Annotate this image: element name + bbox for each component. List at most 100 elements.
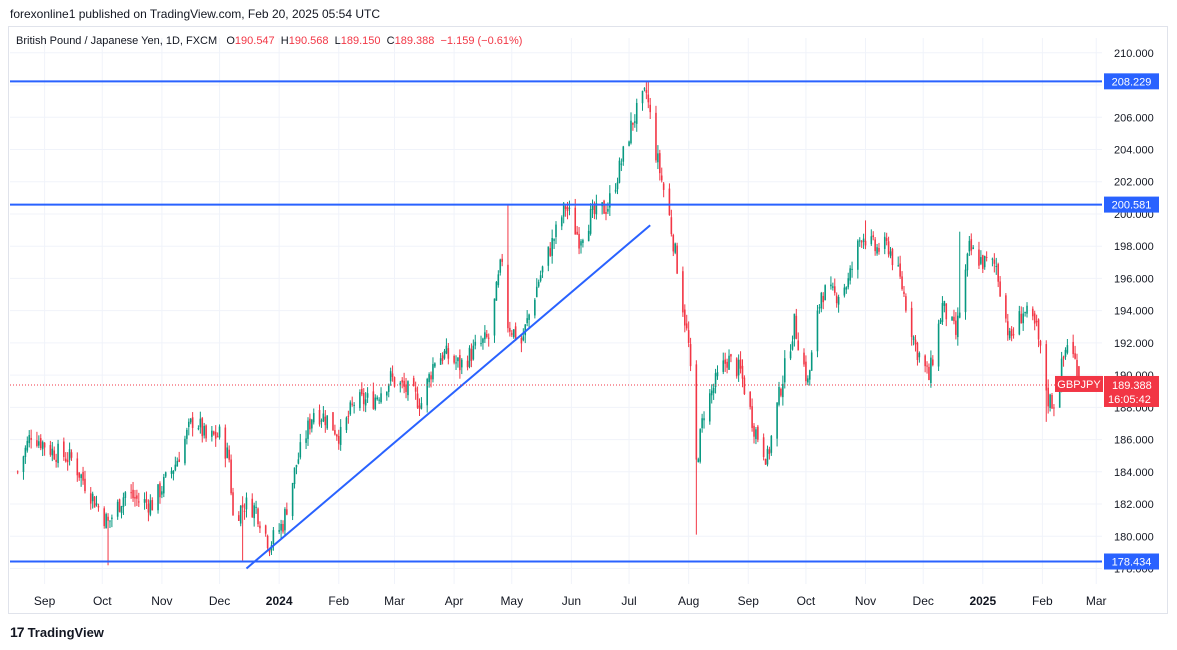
candle [149, 494, 152, 517]
candle-body [426, 378, 428, 406]
candle-body [28, 435, 31, 444]
candle [676, 242, 678, 275]
candle-body [589, 209, 592, 234]
candle [332, 412, 334, 431]
candle-body [66, 459, 69, 463]
candle-body [161, 491, 163, 495]
candle-body [1045, 344, 1048, 391]
candle-body [441, 355, 444, 361]
candle-body [549, 248, 552, 256]
candle [793, 313, 796, 347]
candle-body [645, 89, 648, 93]
candle-body [818, 307, 821, 309]
candle [297, 452, 300, 465]
candle-body [136, 495, 138, 499]
candle-body [762, 437, 765, 457]
candle-body [793, 313, 796, 340]
candle-body [1035, 321, 1038, 323]
candle-body [134, 496, 136, 499]
candle-body [420, 403, 423, 409]
time-tick-label: 2024 [266, 594, 293, 608]
candle [837, 294, 840, 313]
candle-body [374, 397, 377, 410]
candle-body [332, 412, 334, 431]
time-tick-label: Mar [384, 594, 405, 608]
candle-body [660, 175, 663, 181]
candle-body [858, 240, 861, 242]
candle [130, 484, 132, 499]
candle [226, 442, 229, 459]
candle [945, 303, 948, 327]
candle [401, 377, 403, 389]
candle [1026, 302, 1028, 318]
candle-body [701, 418, 703, 429]
candle [526, 310, 528, 327]
candle [280, 519, 282, 539]
candle-body [618, 160, 621, 183]
candle [441, 352, 444, 365]
candle-body [1058, 384, 1061, 408]
candle [780, 387, 782, 398]
candle-body [1051, 394, 1053, 409]
candle [347, 410, 350, 424]
tradingview-footer[interactable]: 17 TradingView [10, 624, 104, 640]
candle-body [264, 525, 267, 534]
candle [883, 232, 886, 255]
candle-body [805, 361, 807, 382]
candle-body [1049, 394, 1051, 408]
candle [187, 418, 190, 436]
price-tick-label: 186.000 [1114, 435, 1154, 447]
candle-body [239, 505, 242, 524]
candle-body [924, 355, 926, 367]
price-label-text: 178.434 [1112, 557, 1152, 569]
candle [889, 247, 892, 259]
candle [374, 394, 377, 411]
candle-body [983, 255, 986, 268]
chart-pane[interactable] [8, 26, 1168, 614]
chart-legend: British Pound / Japanese Yen, 1D, FXCM O… [16, 35, 522, 47]
candle [578, 227, 580, 255]
candle-body [439, 358, 442, 365]
candle [49, 440, 52, 457]
candle-body [843, 287, 846, 296]
candle [860, 240, 863, 248]
candle [833, 278, 836, 296]
candle-body [509, 327, 511, 332]
candle-body [897, 265, 900, 267]
candle [291, 482, 294, 521]
candle [684, 304, 686, 333]
time-tick-label: Sep [34, 594, 56, 608]
candle-body [159, 483, 161, 498]
candle [845, 286, 848, 294]
candle [978, 241, 980, 269]
candle [547, 246, 550, 272]
candle-body [418, 405, 421, 409]
candle [97, 503, 100, 512]
candle-body [520, 337, 523, 344]
candle-body [53, 450, 56, 460]
candle [26, 436, 29, 453]
candle [241, 496, 244, 561]
candle [832, 282, 834, 291]
candle-body [443, 350, 446, 359]
candle-body [1020, 313, 1023, 324]
candle [309, 413, 311, 435]
candle-body [830, 284, 832, 287]
candle [507, 204, 509, 333]
candle-body [224, 427, 227, 459]
candle [30, 429, 32, 449]
candle [216, 432, 219, 438]
candle [643, 87, 646, 92]
candle-body [780, 388, 782, 396]
candle [199, 411, 202, 434]
candle-body [116, 501, 119, 517]
candle [603, 199, 605, 214]
candle-body [307, 420, 309, 439]
candle [1064, 347, 1067, 360]
candle-body [218, 426, 221, 438]
candle [134, 489, 136, 507]
candle-body [768, 449, 771, 454]
candle-body [591, 205, 594, 210]
candle [993, 253, 996, 273]
